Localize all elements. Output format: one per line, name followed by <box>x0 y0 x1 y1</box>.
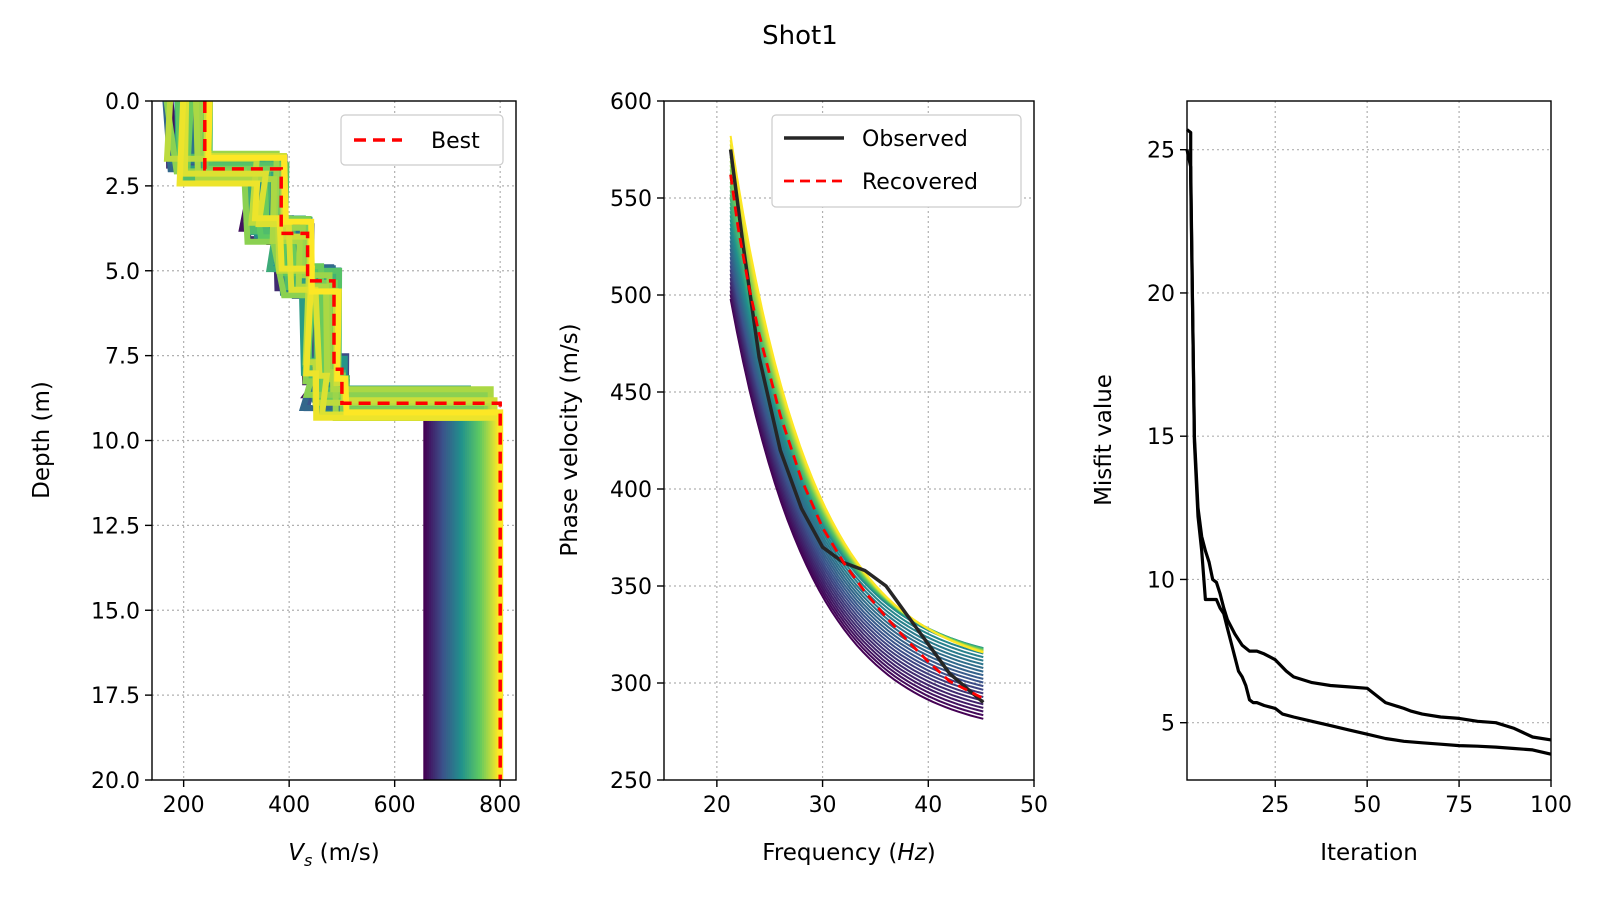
y-tick-label: 12.5 <box>91 514 140 539</box>
y-tick-label: 17.5 <box>91 684 140 709</box>
dispersion-frame <box>663 100 1035 781</box>
misfit-grid <box>1187 101 1551 780</box>
misfit-panel: 25 50 75 100 5 10 15 20 25 Misfit value Iteratio… <box>1091 100 1572 866</box>
y-tick-label: 0.0 <box>105 90 140 115</box>
ensemble-dispersion <box>729 282 984 706</box>
ensemble-dispersion <box>729 277 984 702</box>
x-tick-label: 400 <box>268 793 310 818</box>
ensemble-dispersion <box>729 256 984 684</box>
x-tick-label: 800 <box>479 793 521 818</box>
y-tick-label: 250 <box>610 769 652 794</box>
best-profile-line <box>203 101 502 780</box>
ensemble-dispersion <box>729 265 984 691</box>
y-tick-label: 350 <box>610 575 652 600</box>
y-tick-label: 20.0 <box>91 769 140 794</box>
vs-profile-ensemble <box>162 101 504 780</box>
x-tick-label: 75 <box>1445 793 1473 818</box>
misfit-ylabel: Misfit value <box>1091 374 1117 506</box>
dispersion-ticks: 20 30 40 50 250 300 350 400 450 500 550 600 <box>610 90 1048 818</box>
y-tick-label: 25 <box>1147 139 1175 164</box>
ensemble-dispersion <box>729 286 984 709</box>
y-tick-label: 7.5 <box>105 345 140 370</box>
misfit-series <box>1185 128 1552 756</box>
x-tick-label: 20 <box>703 793 731 818</box>
dispersion-ensemble <box>729 135 984 720</box>
y-tick-label: 550 <box>610 187 652 212</box>
ensemble-profile <box>170 101 460 780</box>
y-tick-label: 500 <box>610 284 652 309</box>
vs-profile-ticks: 200 400 600 800 0.0 2.5 5.0 7.5 10.0 12.5 15.0 17.5… <box>91 90 521 818</box>
recovered-curve <box>729 174 984 700</box>
ensemble-profile <box>178 101 443 780</box>
y-tick-label: 2.5 <box>105 175 140 200</box>
y-tick-label: 10 <box>1147 568 1175 593</box>
dispersion-panel: 20 30 40 50 250 300 350 400 450 500 550 600 Phase v… <box>557 90 1048 866</box>
x-tick-label: 40 <box>914 793 942 818</box>
figure-title: Shot1 <box>762 21 838 51</box>
misfit-line <box>1185 149 1552 756</box>
ensemble-dispersion <box>729 135 984 654</box>
dispersion-ylabel: Phase velocity (m/s) <box>557 323 583 556</box>
vs-profile-xlabel: Vs (m/s) <box>288 840 379 870</box>
ensemble-dispersion <box>729 273 984 698</box>
misfit-ticks: 25 50 75 100 5 10 15 20 25 <box>1147 139 1572 818</box>
vs-profile-panel: 200 400 600 800 0.0 2.5 5.0 7.5 10.0 12.5 15.0 17.5… <box>29 90 521 870</box>
ensemble-profile <box>202 101 488 780</box>
misfit-xlabel: Iteration <box>1320 840 1418 866</box>
ensemble-profile <box>199 101 452 780</box>
y-tick-label: 600 <box>610 90 652 115</box>
y-tick-label: 10.0 <box>91 430 140 455</box>
x-tick-label: 50 <box>1020 793 1048 818</box>
x-tick-label: 25 <box>1261 793 1289 818</box>
ensemble-dispersion <box>729 244 984 673</box>
misfit-line <box>1186 128 1552 742</box>
x-tick-label: 200 <box>163 793 205 818</box>
y-tick-label: 450 <box>610 381 652 406</box>
y-tick-label: 15.0 <box>91 599 140 624</box>
legend-recovered-label: Recovered <box>862 170 978 195</box>
vs-profile-legend: Best <box>340 114 504 166</box>
ensemble-dispersion <box>729 223 984 655</box>
y-tick-label: 400 <box>610 478 652 503</box>
y-tick-label: 5.0 <box>105 260 140 285</box>
ensemble-dispersion <box>729 261 984 688</box>
x-tick-label: 100 <box>1530 793 1572 818</box>
x-tick-label: 600 <box>374 793 416 818</box>
ensemble-profile <box>176 101 502 780</box>
y-tick-label: 15 <box>1147 425 1175 450</box>
legend-observed-label: Observed <box>862 127 968 152</box>
y-tick-label: 20 <box>1147 282 1175 307</box>
ensemble-dispersion <box>729 298 984 720</box>
misfit-frame <box>1186 100 1552 781</box>
x-tick-label: 30 <box>809 793 837 818</box>
y-tick-label: 300 <box>610 672 652 697</box>
x-tick-label: 50 <box>1353 793 1381 818</box>
dispersion-legend: Observed Recovered <box>771 114 1022 208</box>
dispersion-xlabel: Frequency (Hz) <box>762 840 935 866</box>
ensemble-dispersion <box>729 252 984 680</box>
ensemble-dispersion <box>729 269 984 695</box>
ensemble-dispersion <box>729 294 984 717</box>
ensemble-dispersion <box>729 290 984 713</box>
ensemble-profile <box>167 101 434 780</box>
y-tick-label: 5 <box>1161 712 1175 737</box>
ensemble-profile <box>205 101 504 780</box>
legend-best-label: Best <box>431 129 480 154</box>
vs-profile-ylabel: Depth (m) <box>29 381 55 499</box>
